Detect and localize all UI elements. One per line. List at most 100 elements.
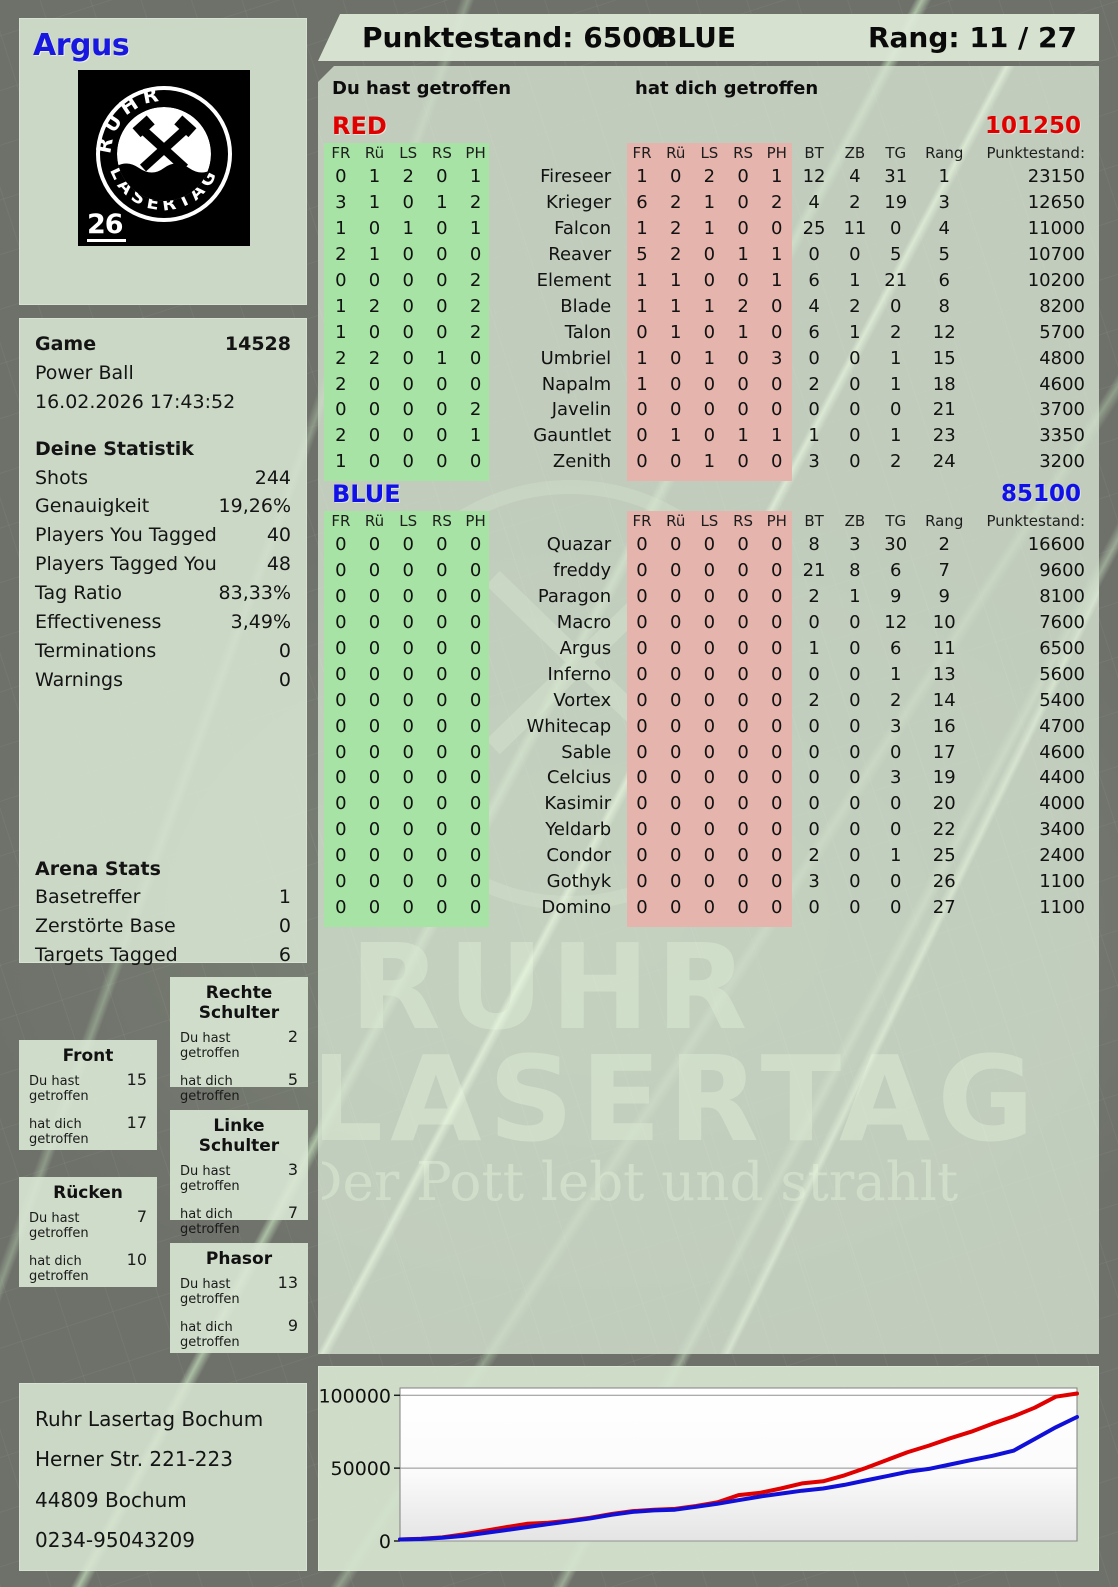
table-row[interactable]: 2 1 0 0 0 Reaver 5 2 0 1 1 0 0 5 5 10700 xyxy=(324,242,1093,268)
cell-hit-taken: 0 xyxy=(636,425,648,447)
table-row[interactable]: 0 0 0 0 2 Javelin 0 0 0 0 0 0 0 0 21 3700 xyxy=(324,397,1093,423)
table-row[interactable]: 3 1 0 1 2 Krieger 6 2 1 0 2 4 2 19 3 12650 xyxy=(324,190,1093,216)
cell-hit-dealt: 0 xyxy=(469,244,482,266)
table-row[interactable]: 0 0 0 0 0 Vortex 0 0 0 0 0 2 0 2 14 5400 xyxy=(324,687,1093,713)
table-row[interactable]: 0 0 0 0 0 Inferno 0 0 0 0 0 0 0 1 13 5600 xyxy=(324,661,1093,687)
table-row[interactable]: 2 2 0 1 0 Umbriel 1 0 1 0 3 0 0 1 15 4800 xyxy=(324,345,1093,371)
table-row[interactable]: 0 0 0 0 0 Kasimir 0 0 0 0 0 0 0 0 20 4000 xyxy=(324,791,1093,817)
cell-hit-dealt: 0 xyxy=(335,560,347,582)
cell-rang: 13 xyxy=(932,663,956,685)
table-row[interactable]: 1 0 0 0 2 Talon 0 1 0 1 0 6 1 2 12 5700 xyxy=(324,319,1093,345)
cell-hit-dealt: 0 xyxy=(469,347,482,369)
table-row[interactable]: 0 0 0 0 0 Macro 0 0 0 0 0 0 0 12 10 7600 xyxy=(324,610,1093,636)
cell-hit-taken: 0 xyxy=(771,638,783,659)
table-row[interactable]: 0 0 0 0 0 Whitecap 0 0 0 0 0 0 0 3 16 4700 xyxy=(324,713,1093,739)
table-row[interactable]: 0 0 0 0 0 Quazar 0 0 0 0 0 8 3 30 2 16600 xyxy=(324,532,1093,558)
cell-hit-dealt: 0 xyxy=(436,689,448,711)
cell-hit-dealt: 0 xyxy=(335,896,347,918)
table-row[interactable]: 0 0 0 0 0 Yeldarb 0 0 0 0 0 0 0 0 22 3400 xyxy=(324,817,1093,843)
cell-hit-dealt: 0 xyxy=(335,663,347,685)
team-label-red: RED xyxy=(332,112,387,140)
cell-hit-taken: 1 xyxy=(737,321,749,343)
header-score: Punktestand: 6500 xyxy=(362,21,662,54)
chart-svg: 0 50000 100000 xyxy=(318,1385,1079,1553)
cell-hit-dealt: 0 xyxy=(368,689,381,711)
cell-points: 7600 xyxy=(1039,612,1085,634)
cell-points: 5600 xyxy=(1039,663,1085,685)
cell-hit-taken: 0 xyxy=(737,399,749,421)
cell-hit-taken: 0 xyxy=(737,192,749,214)
cell-tg: 0 xyxy=(890,819,902,841)
cell-hit-taken: 0 xyxy=(703,896,716,918)
header-bar: Punktestand: 6500 BLUE Rang: 11 / 27 xyxy=(318,14,1099,61)
bodypart-you-value: 13 xyxy=(277,1273,298,1292)
cell-bt: 25 xyxy=(802,218,826,240)
team-total-blue: 85100 xyxy=(1000,481,1081,507)
team-total-red: 101250 xyxy=(984,113,1081,139)
cell-hit-dealt: 0 xyxy=(335,638,347,659)
cell-rang: 18 xyxy=(932,373,956,395)
table-row[interactable]: 0 0 0 0 0 Gothyk 0 0 0 0 0 3 0 0 26 1100 xyxy=(324,869,1093,895)
cell-hit-taken: 0 xyxy=(771,663,783,685)
cell-hit-dealt: 0 xyxy=(368,896,381,918)
table-row[interactable]: 1 0 0 0 0 Zenith 0 0 1 0 0 3 0 2 24 3200 xyxy=(324,449,1093,475)
cell-hit-taken: 1 xyxy=(703,218,716,240)
cell-hit-taken: 0 xyxy=(737,819,749,841)
table-row[interactable]: 2 0 0 0 0 Napalm 1 0 0 0 0 2 0 1 18 4600 xyxy=(324,371,1093,397)
table-row[interactable]: 0 0 0 0 0 Domino 0 0 0 0 0 0 0 0 27 1100 xyxy=(324,894,1093,920)
table-row[interactable]: 0 0 0 0 0 Condor 0 0 0 0 0 2 0 1 25 2400 xyxy=(324,843,1093,869)
cell-bt: 3 xyxy=(808,451,820,473)
cell-rang: 8 xyxy=(938,295,950,317)
cell-hit-dealt: 0 xyxy=(335,819,347,841)
col-head-you-PH: PH xyxy=(465,512,486,530)
cell-hit-dealt: 1 xyxy=(469,218,482,240)
club-logo: RUHR LASERTAG 26 xyxy=(78,70,250,246)
bodypart-you-row: Du hast getroffen 15 xyxy=(29,1070,147,1104)
stat-row: Tag Ratio 83,33% xyxy=(35,579,291,608)
cell-hit-taken: 0 xyxy=(636,399,648,421)
cell-hit-dealt: 0 xyxy=(436,741,448,763)
bodypart-them-row: hat dich getroffen 5 xyxy=(180,1070,298,1104)
cell-hit-dealt: 0 xyxy=(402,586,414,608)
cell-tg: 0 xyxy=(890,896,902,918)
cell-hit-taken: 0 xyxy=(669,166,682,188)
bodypart-title: Linke Schulter xyxy=(198,1116,280,1156)
cell-bt: 0 xyxy=(808,663,820,685)
cell-hit-dealt: 0 xyxy=(469,819,482,841)
col-head-points: Punktestand: xyxy=(986,144,1085,162)
table-row[interactable]: 0 0 0 0 2 Element 1 1 0 0 1 6 1 21 6 10200 xyxy=(324,268,1093,294)
cell-hit-dealt: 0 xyxy=(335,767,347,789)
table-row[interactable]: 0 0 0 0 0 Celcius 0 0 0 0 0 0 0 3 19 4400 xyxy=(324,765,1093,791)
cell-rang: 5 xyxy=(938,244,950,266)
stat-label: Genauigkeit xyxy=(35,495,150,518)
cell-hit-dealt: 0 xyxy=(402,347,414,369)
table-row[interactable]: 2 0 0 0 1 Gauntlet 0 1 0 1 1 1 0 1 23 3350 xyxy=(324,423,1093,449)
stat-row: Genauigkeit 19,26% xyxy=(35,492,291,521)
cell-zb: 0 xyxy=(849,689,861,711)
cell-hit-dealt: 1 xyxy=(436,192,448,214)
cell-hit-taken: 0 xyxy=(636,845,648,867)
cell-hit-dealt: 0 xyxy=(469,612,482,634)
table-row[interactable]: 0 0 0 0 0 freddy 0 0 0 0 0 21 8 6 7 9600 xyxy=(324,558,1093,584)
table-row[interactable]: 0 0 0 0 0 Argus 0 0 0 0 0 1 0 6 11 6500 xyxy=(324,636,1093,662)
table-row[interactable]: 1 0 1 0 1 Falcon 1 2 1 0 0 25 11 0 4 11000 xyxy=(324,216,1093,242)
cell-points: 10700 xyxy=(1027,244,1085,266)
chart-plot-area xyxy=(399,1387,1078,1542)
cell-hit-taken: 0 xyxy=(771,715,783,737)
cell-tg: 2 xyxy=(890,689,902,711)
cell-hit-dealt: 0 xyxy=(469,741,482,763)
cell-hit-dealt: 0 xyxy=(402,819,414,841)
cell-hit-taken: 0 xyxy=(703,560,716,582)
table-row[interactable]: 0 0 0 0 0 Sable 0 0 0 0 0 0 0 0 17 4600 xyxy=(324,739,1093,765)
table-row[interactable]: 0 1 2 0 1 Fireseer 1 0 2 0 1 12 4 31 1 23150 xyxy=(324,164,1093,190)
bodypart-title: Front xyxy=(62,1046,114,1066)
cell-hit-dealt: 0 xyxy=(469,871,482,893)
stat-value: 83,33% xyxy=(218,582,291,604)
table-row[interactable]: 0 0 0 0 0 Paragon 0 0 0 0 0 2 1 9 9 8100 xyxy=(324,584,1093,610)
cell-hit-dealt: 0 xyxy=(335,534,347,556)
cell-hit-dealt: 2 xyxy=(469,321,482,343)
bodypart-you-row: Du hast getroffen 3 xyxy=(180,1160,298,1194)
cell-hit-dealt: 0 xyxy=(368,534,381,556)
cell-hit-taken: 1 xyxy=(636,166,648,188)
table-row[interactable]: 1 2 0 0 2 Blade 1 1 1 2 0 4 2 0 8 8200 xyxy=(324,293,1093,319)
